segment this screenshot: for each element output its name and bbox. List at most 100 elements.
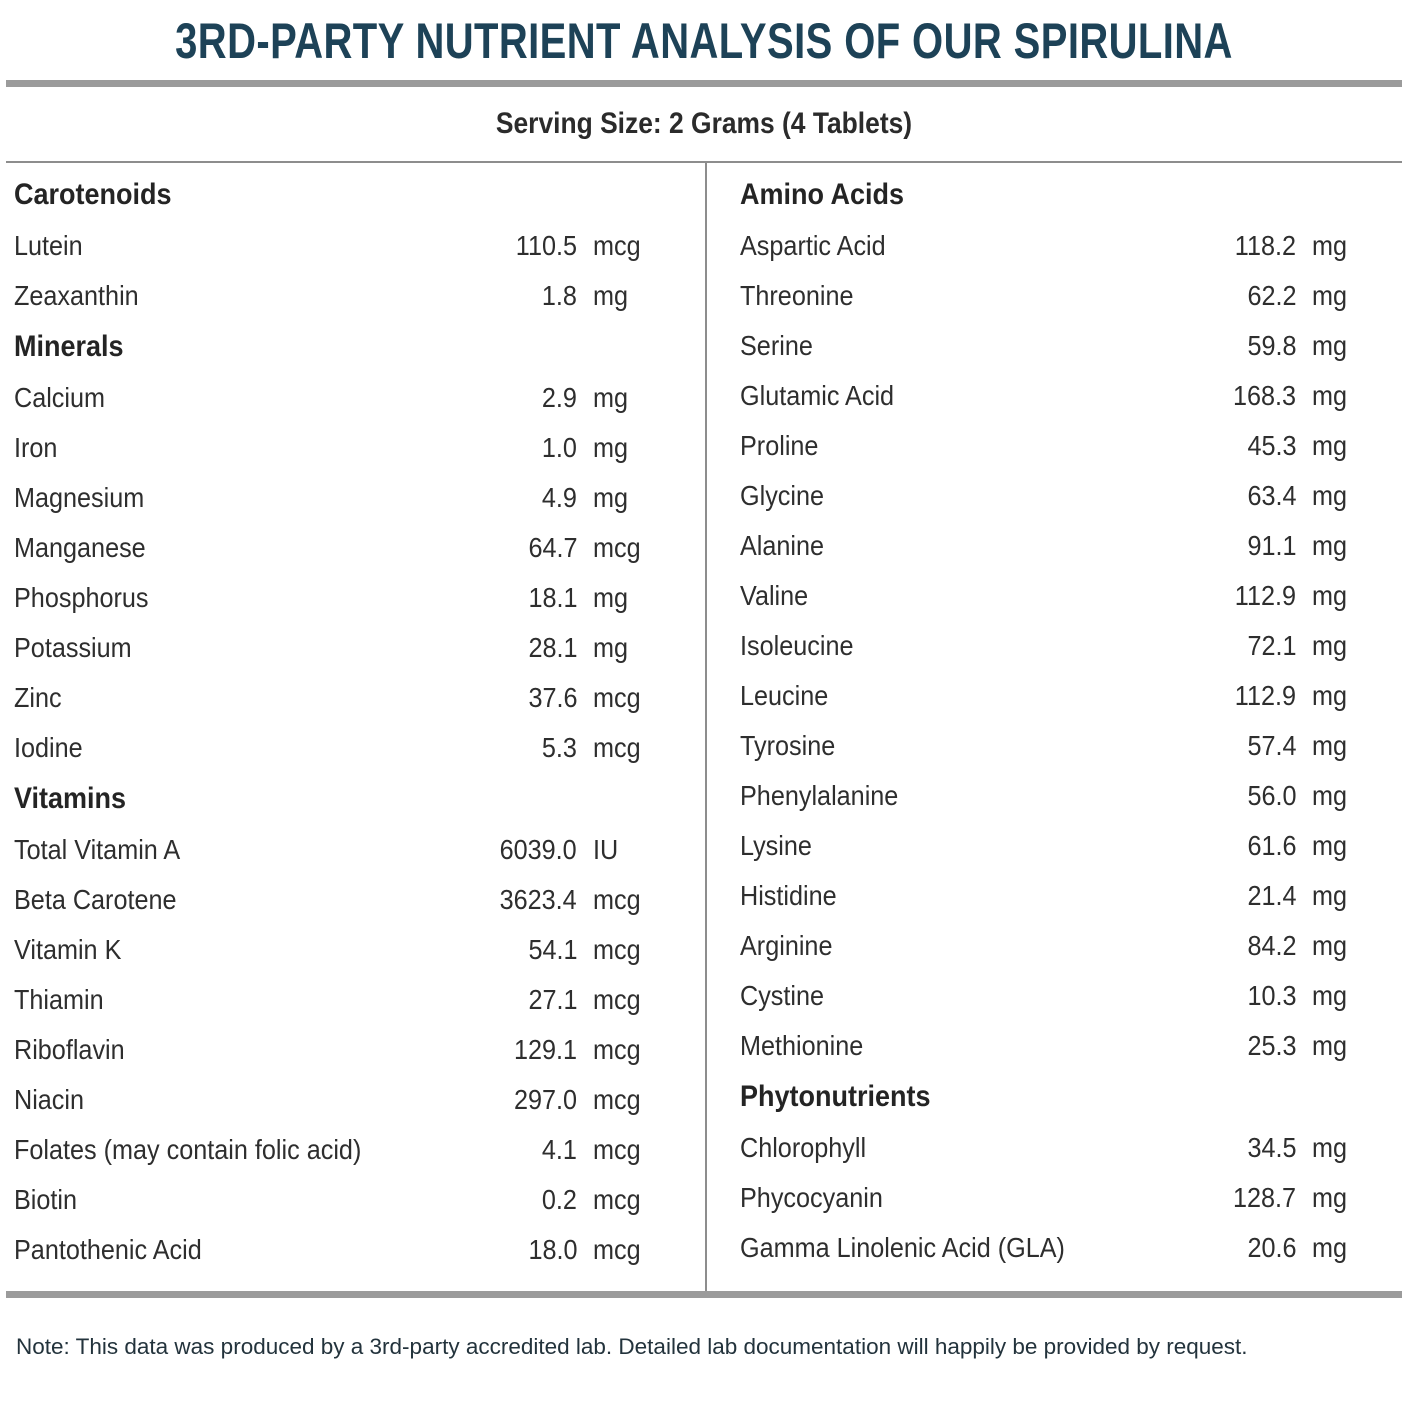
- nutrient-value: 56.0: [1246, 780, 1296, 811]
- nutrient-name: Serine: [740, 330, 813, 361]
- nutrient-row: Thiamin 27.1 mcg: [14, 975, 667, 1025]
- nutrient-value: 61.6: [1246, 830, 1296, 861]
- section-heading: Phytonutrients: [740, 1080, 931, 1113]
- footer-divider-rule: [6, 1291, 1402, 1298]
- nutrient-unit: mg: [593, 582, 629, 613]
- nutrient-name: Tyrosine: [740, 730, 836, 761]
- nutrient-unit: mcg: [593, 732, 641, 763]
- lab-note: Note: This data was produced by a 3rd-pa…: [16, 1334, 1248, 1359]
- nutrient-value: 5.3: [541, 732, 577, 763]
- nutrient-value: 18.0: [527, 1234, 577, 1265]
- nutrient-value: 1.0: [541, 432, 577, 463]
- nutrient-name: Arginine: [740, 930, 833, 961]
- nutrient-name: Magnesium: [14, 482, 145, 513]
- nutrient-row: Magnesium 4.9 mg: [14, 473, 667, 523]
- nutrient-row: Threonine 62.2 mg: [740, 271, 1374, 321]
- nutrient-value: 63.4: [1246, 480, 1296, 511]
- nutrient-name: Glycine: [740, 480, 825, 511]
- nutrient-unit: IU: [593, 834, 619, 865]
- nutrient-row: Iodine 5.3 mcg: [14, 723, 667, 773]
- serving-size-label: Serving Size: 2 Grams (4 Tablets): [495, 107, 913, 140]
- section-heading: Carotenoids: [14, 178, 172, 211]
- nutrient-unit: mg: [1312, 330, 1348, 361]
- nutrient-row: Proline 45.3 mg: [740, 421, 1374, 471]
- nutrient-unit: mg: [1312, 630, 1348, 661]
- nutrient-value: 6039.0: [499, 834, 577, 865]
- nutrient-row: Potassium 28.1 mg: [14, 623, 667, 673]
- nutrient-value: 129.1: [513, 1034, 577, 1065]
- title-divider-rule: [6, 80, 1402, 87]
- nutrient-row: Glutamic Acid 168.3 mg: [740, 371, 1374, 421]
- nutrient-unit: mg: [1312, 280, 1348, 311]
- nutrient-row: Pantothenic Acid 18.0 mcg: [14, 1225, 667, 1275]
- nutrient-unit: mg: [1312, 830, 1348, 861]
- nutrient-unit: mg: [1312, 1030, 1348, 1061]
- nutrient-value: 4.1: [541, 1134, 577, 1165]
- nutrient-name: Niacin: [14, 1084, 85, 1115]
- nutrient-name: Aspartic Acid: [740, 230, 886, 261]
- nutrient-row: Gamma Linolenic Acid (GLA) 20.6 mg: [740, 1223, 1374, 1273]
- nutrient-name: Thiamin: [14, 984, 104, 1015]
- section-heading: Amino Acids: [740, 178, 905, 211]
- nutrient-name: Chlorophyll: [740, 1132, 867, 1163]
- nutrient-unit: mcg: [593, 1034, 641, 1065]
- nutrient-unit: mg: [1312, 1182, 1348, 1213]
- nutrient-unit: mg: [1312, 780, 1348, 811]
- nutrient-row: Vitamin K 54.1 mcg: [14, 925, 667, 975]
- nutrient-unit: mcg: [593, 682, 641, 713]
- nutrient-value: 10.3: [1246, 980, 1296, 1011]
- nutrient-unit: mcg: [593, 230, 641, 261]
- nutrient-name: Iodine: [14, 732, 83, 763]
- nutrient-unit: mg: [1312, 1132, 1348, 1163]
- nutrient-value: 112.9: [1234, 580, 1296, 611]
- nutrient-value: 168.3: [1232, 380, 1296, 411]
- nutrient-name: Lutein: [14, 230, 83, 261]
- nutrient-name: Phycocyanin: [740, 1182, 883, 1213]
- nutrient-name: Threonine: [740, 280, 854, 311]
- nutrient-name: Zinc: [14, 682, 62, 713]
- nutrient-row: Valine 112.9 mg: [740, 571, 1374, 621]
- nutrient-unit: mg: [1312, 930, 1348, 961]
- nutrient-name: Histidine: [740, 880, 837, 911]
- nutrient-unit: mcg: [593, 984, 641, 1015]
- nutrient-value: 62.2: [1246, 280, 1296, 311]
- nutrient-value: 64.7: [527, 532, 577, 563]
- nutrient-unit: mg: [1312, 380, 1348, 411]
- nutrient-unit: mg: [1312, 730, 1348, 761]
- nutrient-unit: mcg: [593, 934, 641, 965]
- nutrient-unit: mg: [1312, 1232, 1348, 1263]
- nutrient-row: Histidine 21.4 mg: [740, 871, 1374, 921]
- nutrient-unit: mg: [1312, 480, 1348, 511]
- section-heading: Vitamins: [14, 782, 127, 815]
- nutrient-row: Cystine 10.3 mg: [740, 971, 1374, 1021]
- nutrient-row: Leucine 112.9 mg: [740, 671, 1374, 721]
- nutrient-unit: mcg: [593, 1234, 641, 1265]
- nutrient-unit: mcg: [593, 1084, 641, 1115]
- nutrient-value: 3623.4: [499, 884, 577, 915]
- nutrient-name: Folates (may contain folic acid): [14, 1134, 362, 1165]
- nutrient-unit: mg: [593, 632, 629, 663]
- nutrient-value: 45.3: [1246, 430, 1296, 461]
- nutrient-row: Zeaxanthin 1.8 mg: [14, 271, 667, 321]
- nutrient-value: 57.4: [1246, 730, 1296, 761]
- nutrient-value: 37.6: [527, 682, 577, 713]
- nutrient-value: 118.2: [1234, 230, 1296, 261]
- nutrient-name: Proline: [740, 430, 819, 461]
- nutrient-value: 72.1: [1246, 630, 1296, 661]
- nutrient-row: Phycocyanin 128.7 mg: [740, 1173, 1374, 1223]
- nutrient-row: Lutein 110.5 mcg: [14, 221, 667, 271]
- nutrient-value: 1.8: [541, 280, 577, 311]
- nutrient-value: 2.9: [541, 382, 577, 413]
- nutrient-value: 112.9: [1234, 680, 1296, 711]
- nutrient-value: 4.9: [541, 482, 577, 513]
- nutrient-name: Biotin: [14, 1184, 78, 1215]
- header-divider-rule: [6, 161, 1402, 163]
- nutrient-name: Manganese: [14, 532, 146, 563]
- nutrient-name: Riboflavin: [14, 1034, 125, 1065]
- section-heading: Minerals: [14, 330, 124, 363]
- nutrient-unit: mg: [1312, 880, 1348, 911]
- nutrient-name: Gamma Linolenic Acid (GLA): [740, 1232, 1065, 1263]
- nutrient-row: Iron 1.0 mg: [14, 423, 667, 473]
- nutrient-row: Arginine 84.2 mg: [740, 921, 1374, 971]
- nutrient-value: 91.1: [1246, 530, 1296, 561]
